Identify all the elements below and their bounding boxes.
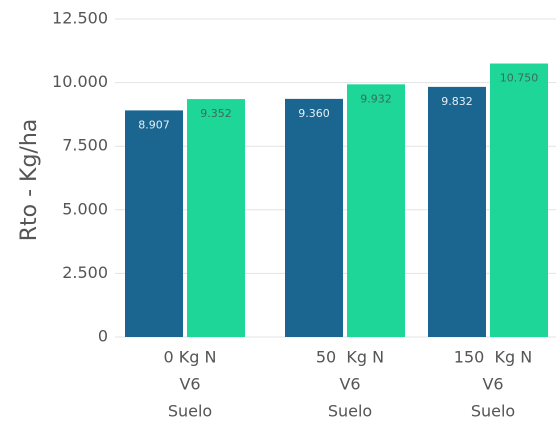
x-tick-label: 150 Kg N — [454, 348, 532, 367]
bar — [347, 84, 405, 337]
y-axis-label: Rto - Kg/ha — [17, 119, 42, 242]
x-tick-label: Suelo — [471, 402, 515, 421]
y-tick-label: 2.500 — [62, 263, 108, 282]
bar — [428, 86, 486, 337]
value-label: 9.832 — [441, 95, 473, 108]
x-tick-label: V6 — [482, 375, 503, 394]
value-label: 9.932 — [360, 92, 392, 105]
y-tick-label: 7.500 — [62, 136, 108, 155]
x-tick-label: 0 Kg N — [164, 348, 217, 367]
x-tick-label: Suelo — [328, 402, 372, 421]
x-tick-label: V6 — [339, 375, 360, 394]
x-tick-label: V6 — [179, 375, 200, 394]
value-label: 8.907 — [138, 118, 170, 131]
y-tick-label: 12.500 — [52, 9, 108, 28]
bar — [285, 98, 343, 338]
bar — [125, 110, 183, 338]
value-label: 9.352 — [200, 107, 232, 120]
y-tick-label: 0 — [98, 327, 108, 346]
bar — [490, 63, 548, 338]
value-label: 9.360 — [298, 107, 330, 120]
y-tick-label: 10.000 — [52, 72, 108, 91]
bar — [187, 99, 245, 338]
x-tick-label: Suelo — [168, 402, 212, 421]
y-tick-label: 5.000 — [62, 199, 108, 218]
x-tick-label: 50 Kg N — [316, 348, 384, 367]
value-label: 10.750 — [500, 72, 539, 85]
